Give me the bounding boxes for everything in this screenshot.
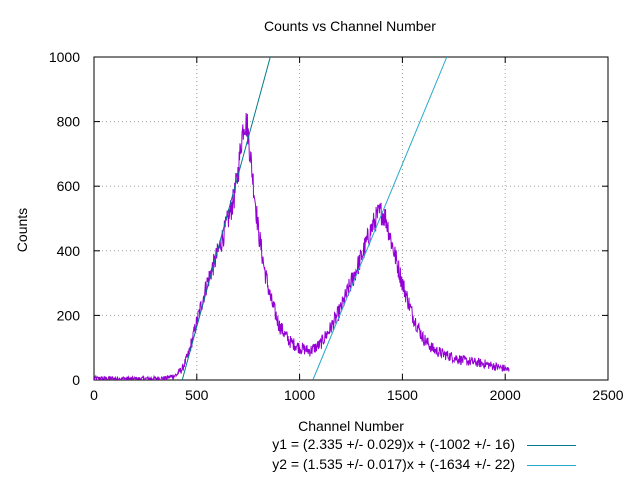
x-tick-label: 1500 [387, 387, 418, 403]
x-tick-label: 2500 [592, 387, 623, 403]
y-axis-label: Counts [14, 207, 30, 253]
series-spectrum-line [94, 113, 510, 380]
y-tick-label: 600 [57, 178, 81, 194]
x-tick-label: 2000 [490, 387, 521, 403]
x-axis-label: Channel Number [298, 418, 404, 434]
plot-frame [93, 56, 609, 381]
y-tick-label: 400 [57, 243, 81, 259]
chart-title: Counts vs Channel Number [264, 18, 436, 34]
x-tick-label: 1000 [284, 387, 315, 403]
y-tick-label: 800 [57, 114, 81, 130]
legend-entry-y1: y1 = (2.335 +/- 0.029)x + (-1002 +/- 16) [272, 436, 515, 452]
y-tick-label: 0 [72, 372, 80, 388]
x-tick-label: 500 [185, 387, 209, 403]
y-tick-label: 1000 [49, 49, 80, 65]
series-fit-line-y2 [312, 57, 448, 380]
x-tick-label: 0 [90, 387, 98, 403]
series-fit-line-y1 [181, 57, 271, 380]
y-tick-label: 200 [57, 307, 81, 323]
legend-line-y2 [527, 465, 576, 466]
legend-entry-y2: y2 = (1.535 +/- 0.017)x + (-1634 +/- 22) [272, 456, 515, 472]
legend-line-y1 [527, 445, 576, 446]
